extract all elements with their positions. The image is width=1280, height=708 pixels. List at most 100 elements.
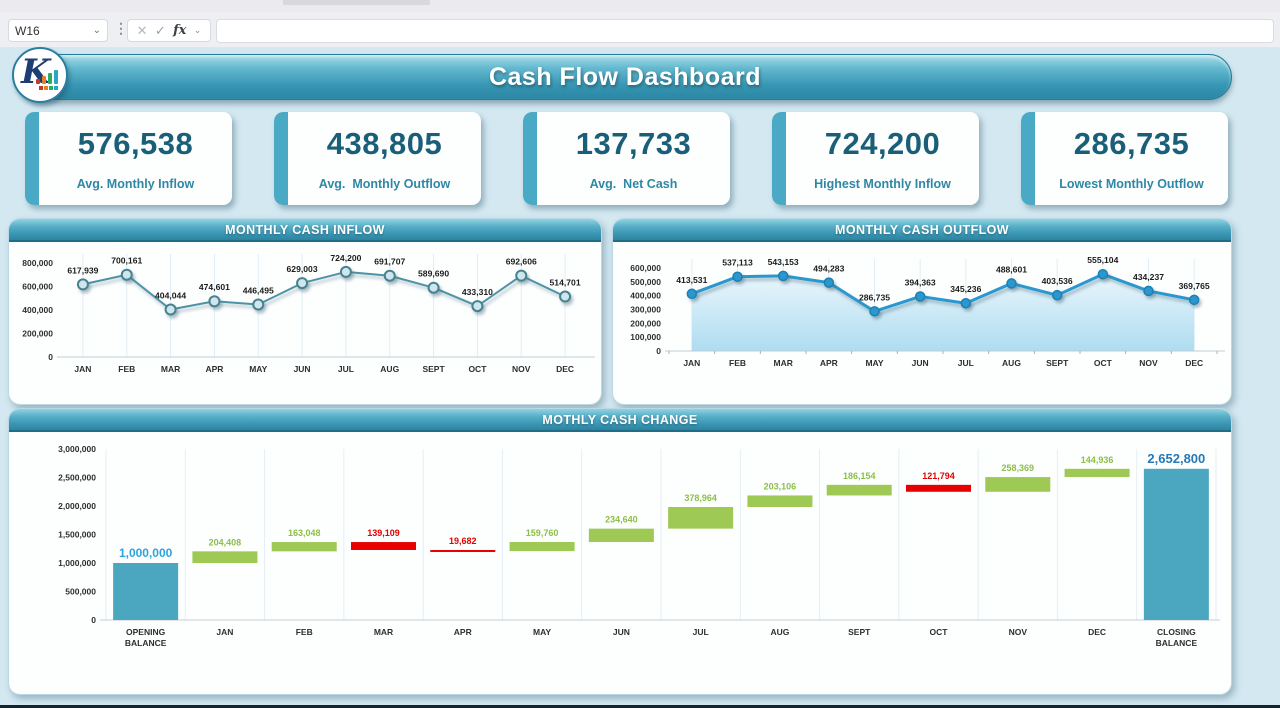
- logo-bar-chart-icon: [36, 70, 58, 84]
- inflow-chart[interactable]: 0 200,000 400,000 600,000 800,000 617,939 700,…: [11, 242, 599, 404]
- svg-text:400,000: 400,000: [22, 305, 53, 315]
- svg-text:500,000: 500,000: [630, 277, 661, 287]
- kpi-accent-bar: [274, 112, 288, 205]
- svg-text:MAY: MAY: [865, 358, 883, 368]
- svg-text:258,369: 258,369: [1002, 463, 1035, 473]
- inflow-chart-panel: MONTHLY CASH INFLOW 0 200,000 400,000 600,0…: [8, 218, 602, 405]
- svg-text:JUL: JUL: [958, 358, 974, 368]
- svg-text:MAY: MAY: [533, 627, 551, 637]
- kpi-card-highest-inflow[interactable]: 724,200 Highest Monthly Inflow: [772, 112, 979, 205]
- svg-text:617,939: 617,939: [67, 265, 98, 275]
- gridlines: [105, 449, 1217, 620]
- cell-name-box[interactable]: W16 ⌄: [8, 19, 108, 42]
- kpi-label: Avg. Net Cash: [589, 177, 678, 191]
- kpi-card-avg-inflow[interactable]: 576,538 Avg. Monthly Inflow: [25, 112, 232, 205]
- kpi-card-avg-net-cash[interactable]: 137,733 Avg. Net Cash: [523, 112, 730, 205]
- svg-text:MAR: MAR: [773, 358, 792, 368]
- cancel-icon[interactable]: ✕: [136, 22, 148, 38]
- svg-text:404,044: 404,044: [155, 291, 186, 301]
- waterfall-chart-panel: MOTHLY CASH CHANGE 0 500,000 1,000,000 1,50…: [8, 408, 1232, 695]
- svg-text:3,000,000: 3,000,000: [58, 444, 96, 454]
- svg-text:204,408: 204,408: [209, 537, 242, 547]
- svg-text:APR: APR: [820, 358, 838, 368]
- outflow-chart[interactable]: 0 100,000 200,000 300,000 400,000 500,000 600,…: [615, 242, 1231, 404]
- data-labels: 617,939 700,161 404,044 474,601 446,495 629,0…: [67, 253, 580, 301]
- svg-text:488,601: 488,601: [996, 264, 1027, 274]
- kpi-card-lowest-outflow[interactable]: 286,735 Lowest Monthly Outflow: [1021, 112, 1228, 205]
- x-axis-ticks: [668, 351, 1218, 354]
- kpi-value: 576,538: [77, 126, 194, 161]
- outflow-chart-panel: MONTHLY CASH OUTFLOW 0 100,000 200,000 300,…: [612, 218, 1232, 405]
- svg-text:100,000: 100,000: [630, 332, 661, 342]
- svg-text:400,000: 400,000: [630, 291, 661, 301]
- inflow-chart-header: MONTHLY CASH INFLOW: [9, 219, 601, 242]
- svg-text:200,000: 200,000: [630, 318, 661, 328]
- x-axis-labels: JAN FEB MAR APR MAY JUN JUL AUG SEPT OCT NOV DEC: [683, 358, 1203, 368]
- y-axis-labels: 0 100,000 200,000 300,000 400,000 500,000 600,…: [630, 263, 661, 356]
- svg-text:JUN: JUN: [613, 627, 630, 637]
- waterfall-bars[interactable]: [113, 468, 1209, 620]
- svg-text:413,531: 413,531: [676, 275, 707, 285]
- insert-function-icon[interactable]: fx: [173, 23, 187, 38]
- chart-title: MONTHLY CASH INFLOW: [225, 222, 385, 237]
- svg-text:NOV: NOV: [512, 364, 531, 374]
- data-labels: 413,531 537,113 543,153 494,283 286,735 394,3…: [676, 255, 1210, 302]
- kpi-value: 724,200: [824, 126, 941, 161]
- svg-text:FEB: FEB: [118, 364, 135, 374]
- x-axis-labels: JAN FEB MAR APR MAY JUN JUL AUG SEPT OCT NOV DEC: [74, 364, 574, 374]
- enter-check-icon[interactable]: ✓: [154, 22, 166, 38]
- svg-text:FEB: FEB: [296, 627, 313, 637]
- svg-text:OCT: OCT: [1094, 358, 1113, 368]
- svg-text:369,765: 369,765: [1179, 281, 1210, 291]
- window-top-tab: [283, 0, 430, 5]
- svg-text:OCT: OCT: [930, 627, 949, 637]
- kpi-accent-bar: [25, 112, 39, 205]
- svg-text:JAN: JAN: [74, 364, 91, 374]
- svg-text:AUG: AUG: [1002, 358, 1021, 368]
- svg-text:JUL: JUL: [338, 364, 354, 374]
- svg-text:589,690: 589,690: [418, 269, 449, 279]
- kpi-card-avg-outflow[interactable]: 438,805 Avg. Monthly Outflow: [274, 112, 481, 205]
- outflow-chart-header: MONTHLY CASH OUTFLOW: [613, 219, 1231, 242]
- company-logo: K: [12, 47, 68, 103]
- series-line[interactable]: [690, 272, 1196, 313]
- svg-text:121,794: 121,794: [922, 471, 955, 481]
- area-fill: [691, 274, 1195, 351]
- chevron-down-icon[interactable]: ⌄: [92, 25, 101, 36]
- data-point-markers[interactable]: [686, 268, 1200, 317]
- line-plot: 0 200,000 400,000 600,000 800,000 617,939 700,…: [22, 253, 595, 374]
- svg-text:1,000,000: 1,000,000: [58, 558, 96, 568]
- svg-text:MAY: MAY: [249, 364, 267, 374]
- series-line[interactable]: [81, 270, 567, 311]
- svg-text:SEPT: SEPT: [848, 627, 871, 637]
- data-point-markers[interactable]: [76, 265, 572, 316]
- svg-text:286,735: 286,735: [859, 292, 890, 302]
- svg-text:MAR: MAR: [374, 627, 393, 637]
- area-plot: 0 100,000 200,000 300,000 400,000 500,000 600,…: [630, 255, 1225, 368]
- svg-text:345,236: 345,236: [950, 284, 981, 294]
- cell-reference: W16: [15, 23, 40, 38]
- kpi-value: 286,735: [1073, 126, 1190, 161]
- svg-text:JAN: JAN: [683, 358, 700, 368]
- page-title: Cash Flow Dashboard: [488, 62, 762, 91]
- chevron-down-icon[interactable]: ⌄: [193, 25, 202, 35]
- svg-text:446,495: 446,495: [243, 286, 274, 296]
- svg-text:700,161: 700,161: [111, 256, 142, 266]
- formula-input[interactable]: [216, 19, 1274, 43]
- svg-text:203,106: 203,106: [764, 481, 797, 491]
- svg-text:AUG: AUG: [770, 627, 789, 637]
- waterfall-chart[interactable]: 0 500,000 1,000,000 1,500,000 2,000,000 2,500…: [11, 432, 1231, 694]
- svg-text:186,154: 186,154: [843, 471, 876, 481]
- svg-text:537,113: 537,113: [722, 258, 753, 268]
- svg-text:0: 0: [656, 346, 661, 356]
- svg-text:403,536: 403,536: [1042, 276, 1073, 286]
- svg-text:800,000: 800,000: [22, 258, 53, 268]
- svg-text:2,000,000: 2,000,000: [58, 501, 96, 511]
- svg-text:AUG: AUG: [380, 364, 399, 374]
- svg-text:555,104: 555,104: [1087, 255, 1118, 265]
- svg-text:MAR: MAR: [161, 364, 180, 374]
- svg-text:2,652,800: 2,652,800: [1147, 451, 1205, 466]
